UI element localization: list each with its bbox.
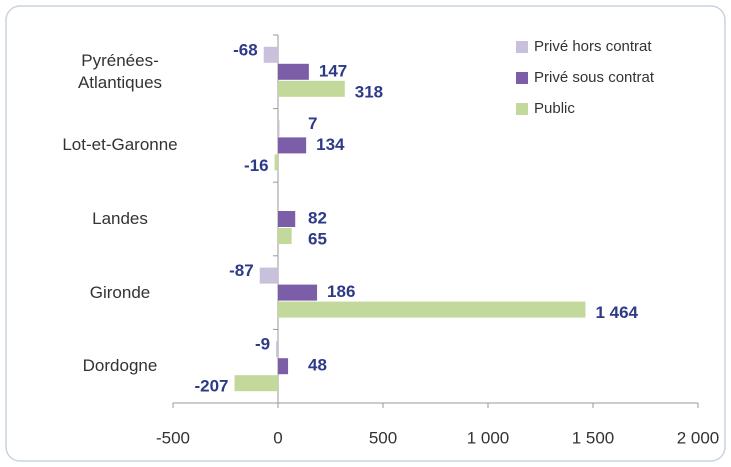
data-label: 82 [308,208,327,227]
data-label: -207 [194,377,228,396]
y-tick-label: Pyrénées- Atlantiques [77,50,163,92]
y-tick-label: Lot-et-Garonne [62,135,178,155]
y-tick-label: Dordogne [82,356,158,376]
x-tick-label: 1 500 [572,428,615,447]
data-label: -16 [244,156,269,175]
data-label: 318 [355,82,383,101]
x-tick-label: 0 [273,428,282,447]
bar [278,358,289,375]
bar [278,228,292,244]
data-label: 147 [319,61,347,80]
bar [278,211,296,227]
legend-label: Privé hors contrat [534,38,652,55]
y-tick-label: Gironde [89,282,151,302]
y-tick-label: Landes [92,209,148,228]
x-tick-label: 1 000 [467,428,510,447]
legend-label: Privé sous contrat [534,69,655,86]
bar [278,137,307,154]
data-label: 186 [327,282,355,301]
frame [5,5,726,462]
data-label: 65 [308,229,327,248]
data-label: 134 [316,135,345,154]
bar [259,267,278,284]
bar [278,120,280,137]
data-label: 1 464 [595,303,638,322]
data-label: 48 [308,356,327,375]
legend-label: Public [534,100,575,117]
x-tick-label: 2 000 [677,428,720,447]
x-tick-label: 500 [369,428,397,447]
data-label: -68 [233,40,258,59]
bar [263,46,278,63]
bar [278,80,345,97]
x-tick-label: -500 [156,428,190,447]
bar [276,341,278,358]
bar [278,301,586,318]
data-label: -87 [229,261,254,280]
bar [274,154,278,171]
legend-swatch [516,103,528,115]
legend-swatch [516,72,528,84]
bar [278,63,309,80]
legend-swatch [516,41,528,53]
data-label: 7 [308,114,317,133]
bar [278,284,318,301]
bar [234,375,278,392]
data-label: -9 [255,335,270,354]
